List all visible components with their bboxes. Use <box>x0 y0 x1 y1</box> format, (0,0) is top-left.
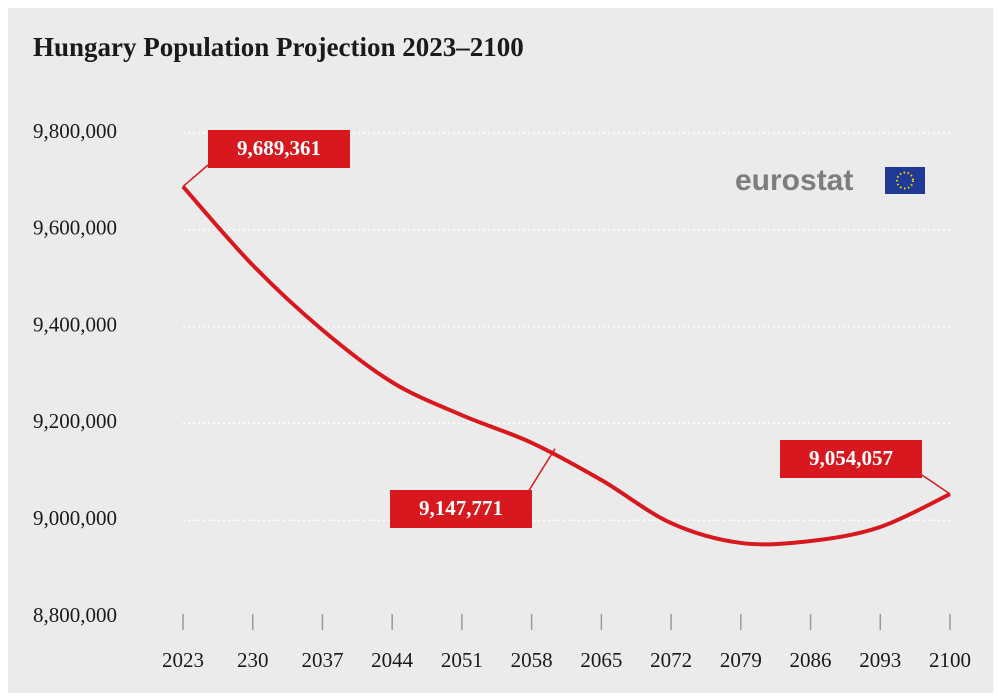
line <box>181 185 951 547</box>
annotation-label: 9,147,771 <box>419 496 503 520</box>
annotation-box <box>390 490 532 528</box>
x-tick-label: 2072 <box>650 648 692 672</box>
x-tick-label: 2093 <box>859 648 901 672</box>
eu-flag <box>885 167 925 194</box>
y-tick-label: 9,400,000 <box>33 312 117 336</box>
y-tick-label: 9,800,000 <box>33 119 117 143</box>
x-tick-label: 2058 <box>511 648 553 672</box>
background <box>8 8 993 693</box>
annotation-box <box>208 130 350 168</box>
x-tick-label: 2044 <box>371 648 414 672</box>
y-tick-label: 9,600,000 <box>33 216 117 240</box>
chart-title: Hungary Population Projection 2023–2100 <box>33 32 524 62</box>
annotation-arrow <box>527 448 556 493</box>
annotation-label: 9,689,361 <box>237 136 321 160</box>
annotation-box <box>780 440 922 478</box>
y-tick-label: 9,200,000 <box>33 409 117 433</box>
y-tick-label: 9,000,000 <box>33 506 117 530</box>
x-tick-label: 2051 <box>441 648 483 672</box>
annotation-label: 9,054,057 <box>809 446 893 470</box>
y-tick-label: 8,800,000 <box>33 603 117 627</box>
x-tick-label: 2079 <box>720 648 762 672</box>
logo-text: eurostat <box>735 164 853 197</box>
x-tick-label: 2037 <box>301 648 343 672</box>
annotation-arrow <box>182 164 209 188</box>
x-tick-label: 230 <box>237 648 269 672</box>
x-tick-label: 2065 <box>580 648 622 672</box>
annotation-arrow <box>921 474 951 495</box>
logo: eurostat <box>735 164 925 197</box>
x-tick-label: 2023 <box>162 648 204 672</box>
x-tick-label: 2086 <box>790 648 832 672</box>
eu-stars <box>896 171 914 190</box>
x-tick-label: 2100 <box>929 648 971 672</box>
